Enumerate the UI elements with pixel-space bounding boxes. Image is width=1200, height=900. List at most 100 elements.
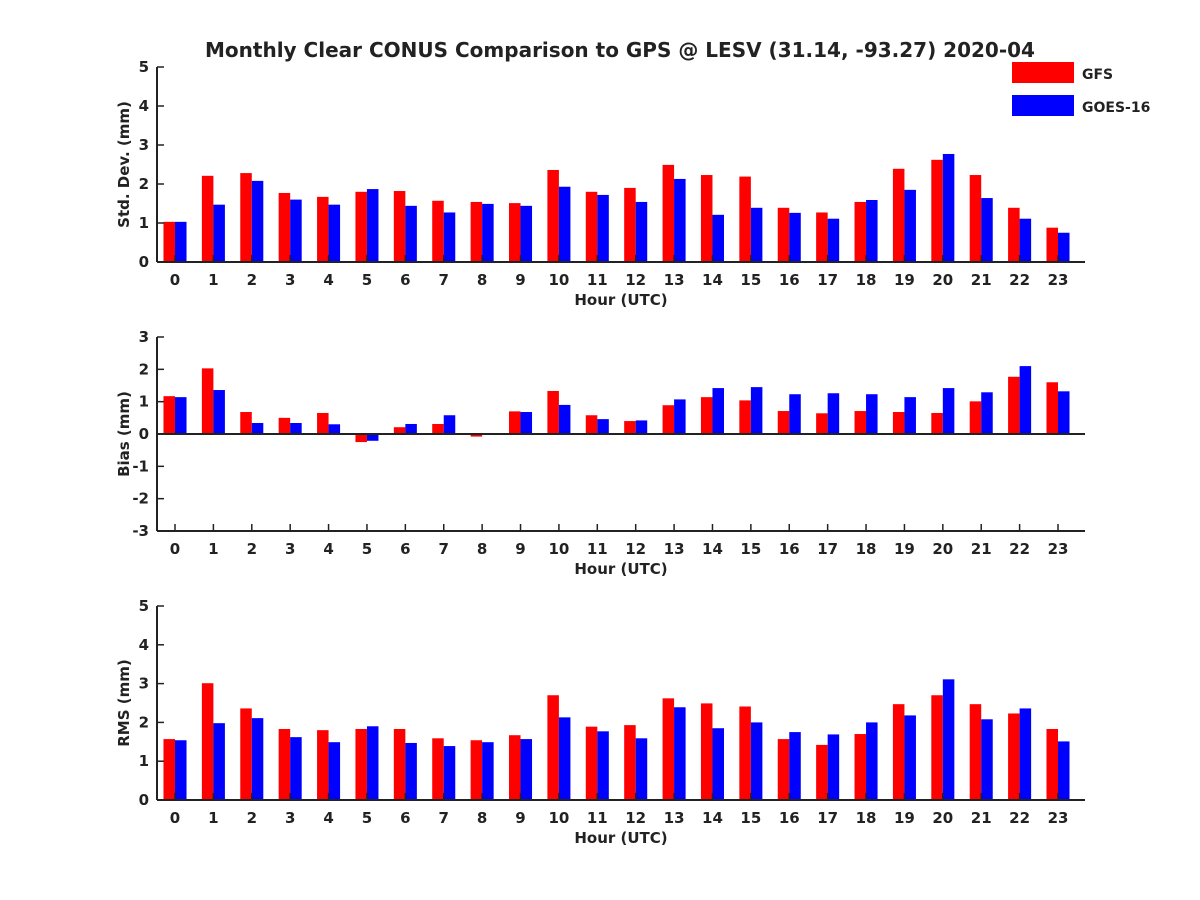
- bar-gfs: [816, 744, 828, 800]
- bar-gfs: [393, 191, 406, 262]
- bar-goes16: [175, 221, 187, 262]
- bar-goes16: [520, 205, 533, 262]
- bar-gfs: [892, 704, 905, 800]
- bar-goes16: [942, 388, 955, 434]
- x-tick-label: 23: [1048, 809, 1069, 827]
- bar-gfs: [892, 412, 905, 434]
- bar-gfs: [1008, 713, 1020, 800]
- y-tick-label: -2: [132, 490, 149, 508]
- bar-goes16: [904, 715, 916, 800]
- bar-gfs: [662, 405, 675, 434]
- bar-gfs: [470, 434, 483, 437]
- bar-goes16: [904, 397, 916, 434]
- x-tick-label: 22: [1009, 809, 1030, 827]
- bar-goes16: [789, 394, 801, 434]
- bar-goes16: [443, 212, 456, 262]
- bar-gfs: [624, 725, 636, 800]
- bar-gfs: [432, 423, 444, 434]
- x-tick-label: 11: [587, 540, 608, 558]
- x-tick-label: 4: [323, 809, 333, 827]
- y-tick-label: 2: [139, 175, 149, 193]
- bar-gfs: [969, 175, 982, 262]
- x-tick-label: 23: [1048, 271, 1069, 289]
- x-tick-label: 9: [515, 540, 525, 558]
- bar-gfs: [585, 415, 598, 434]
- bar-goes16: [1019, 366, 1032, 434]
- x-tick-label: 21: [971, 540, 992, 558]
- bar-gfs: [278, 417, 291, 434]
- bar-gfs: [969, 401, 982, 434]
- bar-goes16: [366, 189, 379, 262]
- x-tick-label: 22: [1009, 540, 1030, 558]
- x-tick-label: 8: [477, 271, 487, 289]
- bar-gfs: [931, 159, 943, 262]
- x-tick-label: 14: [702, 809, 723, 827]
- bar-goes16: [1058, 741, 1070, 800]
- bar-goes16: [942, 679, 955, 800]
- bar-goes16: [750, 207, 763, 262]
- x-tick-label: 6: [400, 271, 410, 289]
- x-tick-label: 1: [208, 540, 218, 558]
- x-tick-label: 7: [439, 809, 449, 827]
- bar-goes16: [405, 205, 417, 262]
- y-tick-label: 1: [139, 393, 149, 411]
- bar-gfs: [700, 397, 713, 434]
- x-tick-label: 19: [894, 809, 915, 827]
- x-tick-label: 2: [247, 271, 257, 289]
- x-tick-label: 17: [817, 540, 838, 558]
- bar-gfs: [355, 434, 367, 443]
- y-axis-label: Bias (mm): [115, 391, 133, 477]
- bar-gfs: [777, 207, 790, 262]
- x-tick-label: 8: [477, 809, 487, 827]
- bar-goes16: [251, 423, 264, 434]
- x-tick-label: 10: [548, 271, 569, 289]
- x-tick-label: 5: [362, 271, 372, 289]
- legend: GFS GOES-16: [1012, 62, 1150, 116]
- x-tick-label: 20: [932, 271, 953, 289]
- bar-gfs: [585, 191, 598, 262]
- bar-gfs: [470, 740, 483, 800]
- bar-gfs: [547, 695, 559, 800]
- bar-goes16: [674, 399, 686, 434]
- y-tick-label: 5: [139, 58, 149, 76]
- bar-goes16: [251, 718, 264, 800]
- bar-goes16: [866, 394, 878, 434]
- x-tick-label: 9: [515, 809, 525, 827]
- bar-goes16: [366, 434, 379, 441]
- x-tick-label: 13: [664, 540, 685, 558]
- bar-goes16: [827, 734, 840, 800]
- x-axis-label: Hour (UTC): [574, 829, 667, 847]
- bar-gfs: [662, 698, 675, 800]
- x-tick-label: 12: [625, 540, 646, 558]
- bar-goes16: [328, 204, 341, 262]
- x-tick-label: 6: [400, 540, 410, 558]
- bar-gfs: [700, 703, 713, 800]
- bar-gfs: [624, 187, 636, 262]
- bar-gfs: [739, 176, 751, 262]
- bar-goes16: [328, 742, 341, 800]
- bar-goes16: [558, 717, 571, 800]
- bar-goes16: [1019, 708, 1032, 800]
- bar-goes16: [213, 723, 225, 800]
- y-tick-label: 3: [139, 675, 149, 693]
- bar-gfs: [547, 390, 559, 434]
- bar-goes16: [328, 424, 341, 434]
- bar-gfs: [317, 196, 329, 262]
- x-tick-label: 17: [817, 809, 838, 827]
- bar-goes16: [904, 189, 916, 262]
- bar-gfs: [240, 173, 252, 262]
- x-tick-label: 2: [247, 540, 257, 558]
- x-tick-label: 4: [323, 271, 333, 289]
- bar-goes16: [558, 186, 571, 262]
- bar-gfs: [393, 728, 406, 800]
- bar-gfs: [892, 168, 905, 262]
- bar-gfs: [1008, 207, 1020, 262]
- bar-gfs: [163, 396, 175, 434]
- bar-gfs: [585, 726, 598, 800]
- bar-goes16: [712, 728, 724, 800]
- bar-gfs: [470, 201, 483, 262]
- bar-gfs: [201, 175, 214, 262]
- bar-goes16: [1058, 232, 1070, 262]
